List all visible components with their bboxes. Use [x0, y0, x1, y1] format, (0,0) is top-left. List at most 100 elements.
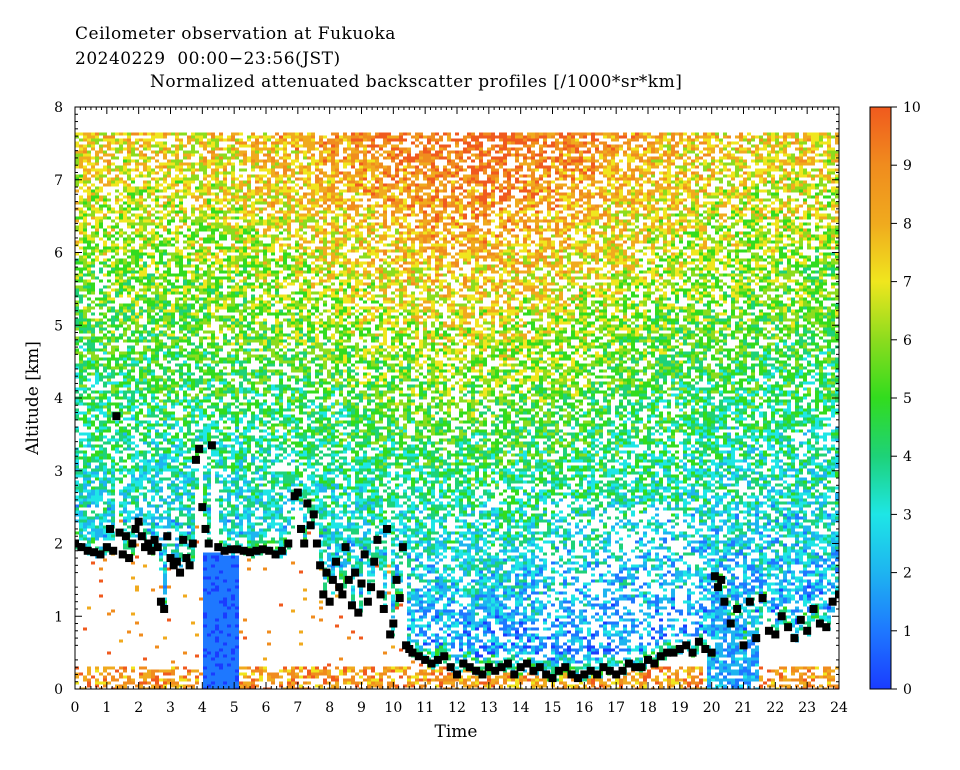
cloud-base-point [720, 597, 729, 606]
cloud-base-point [191, 455, 200, 464]
cloud-base-point [344, 575, 353, 584]
cloud-base-point [777, 612, 786, 621]
cloud-base-point [198, 503, 207, 512]
cloud-base-point [179, 535, 188, 544]
cloud-base-point [166, 554, 175, 563]
y-tick-label: 3 [54, 464, 63, 480]
cloud-base-point [701, 644, 710, 653]
cloud-base-point [516, 663, 525, 672]
cloud-base-point [172, 557, 181, 566]
x-tick-label: 6 [262, 700, 271, 716]
cloud-base-point [717, 575, 726, 584]
cloud-base-point [392, 575, 401, 584]
x-tick-label: 21 [735, 700, 753, 716]
cloud-base-point [710, 572, 719, 581]
cloud-base-point [300, 539, 309, 548]
y-tick-label: 5 [54, 318, 63, 334]
cloud-base-point [271, 550, 280, 559]
cloud-base-point [433, 655, 442, 664]
x-tick-label: 24 [830, 700, 848, 716]
x-tick-label: 18 [639, 700, 657, 716]
x-tick-label: 1 [102, 700, 111, 716]
cloud-base-point [367, 583, 376, 592]
colorbar-tick-label: 6 [903, 333, 912, 349]
x-tick-label: 7 [293, 700, 302, 716]
cloud-base-point [389, 619, 398, 628]
cloud-base-point [195, 444, 204, 453]
cloud-base-point [182, 554, 191, 563]
cloud-base-point [790, 634, 799, 643]
colorbar-tick-label: 3 [903, 507, 912, 523]
cloud-base-point [446, 663, 455, 672]
cloud-base-point [688, 648, 697, 657]
cloud-base-point [752, 634, 761, 643]
cloud-base-point [134, 517, 143, 526]
cloud-base-point [332, 557, 341, 566]
cloud-base-point [201, 524, 210, 533]
x-tick-label: 12 [448, 700, 466, 716]
x-tick-label: 11 [416, 700, 434, 716]
cloud-base-point [663, 648, 672, 657]
cloud-base-point [354, 608, 363, 617]
cloud-base-point [160, 604, 169, 613]
cloud-base-point [265, 546, 274, 555]
cloud-base-point [382, 524, 391, 533]
cloud-base-point [573, 674, 582, 683]
cloud-base-point [379, 604, 388, 613]
x-tick-label: 5 [230, 700, 239, 716]
heatmap-cells [75, 159, 839, 682]
cloud-base-point [338, 590, 347, 599]
chart-title-variable: Normalized attenuated backscatter profil… [150, 72, 683, 92]
cloud-base-point [144, 539, 153, 548]
x-tick-label: 23 [798, 700, 816, 716]
cloud-base-point [764, 626, 773, 635]
cloud-base-point [395, 594, 404, 603]
cloud-base-point [472, 666, 481, 675]
cloud-base-point [115, 528, 124, 537]
heatmap-cells [75, 132, 839, 487]
cloud-base-point [233, 545, 242, 554]
colorbar-tick-label: 1 [903, 624, 912, 640]
cloud-base-point [548, 674, 557, 683]
cloud-base-point [376, 590, 385, 599]
colorbar-tick-label: 5 [903, 391, 912, 407]
cloud-base-point [118, 550, 127, 559]
cloud-base-point [137, 532, 146, 541]
chart-title-station: Ceilometer observation at Fukuoka [75, 24, 396, 44]
x-tick-label: 16 [575, 700, 593, 716]
x-tick-label: 9 [357, 700, 366, 716]
cloud-base-point [733, 604, 742, 613]
cloud-base-point [252, 546, 261, 555]
cloud-base-point [131, 524, 140, 533]
cloud-base-point [542, 670, 551, 679]
cloud-base-point [815, 619, 824, 628]
x-tick-label: 13 [480, 700, 498, 716]
x-axis: 0 1 2 3 4 5 6 7 8 9 10 11 12 13 14 15 16 17 18 19 20 21 22 23 24 [71, 107, 848, 716]
y-axis-label: Altitude [km] [23, 341, 43, 456]
cloud-base-point [408, 648, 417, 657]
cloud-base-point [363, 597, 372, 606]
colorbar-tick-label: 4 [903, 449, 912, 465]
x-tick-label: 10 [384, 700, 402, 716]
cloud-base-point [503, 659, 512, 668]
cloud-base-point [453, 670, 461, 679]
heatmap-cells [83, 132, 839, 689]
cloud-base-point [316, 561, 325, 570]
cloud-base-point [347, 601, 356, 610]
cloud-base-point [246, 548, 255, 557]
cloud-base-point [156, 597, 165, 606]
cloud-base-point [277, 546, 286, 555]
cloud-base-point [440, 652, 449, 661]
cloud-base-point [650, 659, 659, 668]
cloud-base-point [605, 666, 614, 675]
cloud-base-point [398, 543, 407, 552]
x-tick-label: 19 [671, 700, 689, 716]
cloud-base-point [239, 546, 248, 555]
cloud-base-point [644, 655, 652, 664]
cloud-base-point [656, 652, 665, 661]
cloud-base-point [523, 659, 532, 668]
cloud-base-point [567, 670, 576, 679]
cloud-base-point [284, 539, 293, 548]
chart-title-date: 20240229 00:00−23:56(JST) [75, 49, 341, 69]
cloud-base-point [669, 648, 678, 657]
